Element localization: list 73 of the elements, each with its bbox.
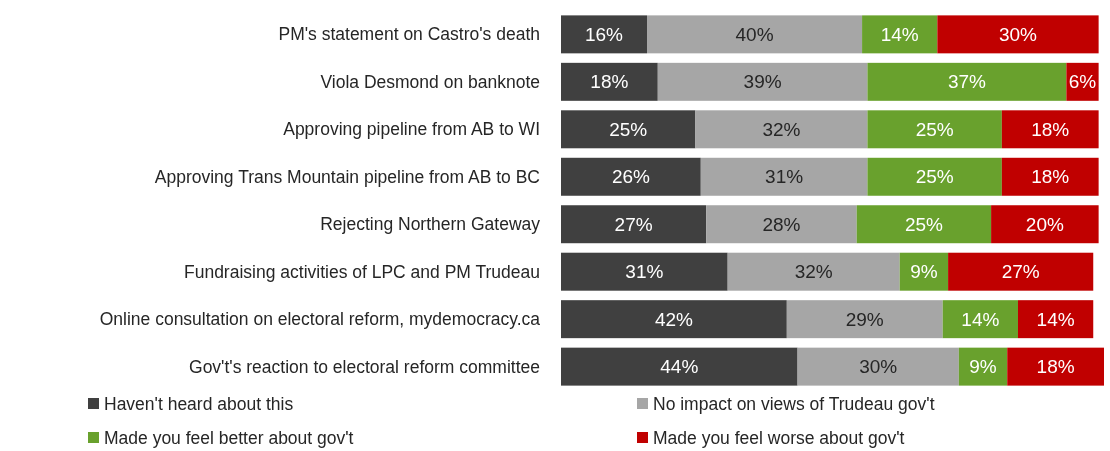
- data-label: 31%: [625, 261, 664, 283]
- data-label: 30%: [859, 356, 898, 378]
- bar: [561, 205, 707, 244]
- bar: [856, 205, 992, 244]
- data-label: 37%: [947, 71, 987, 93]
- data-label: 18%: [590, 71, 629, 93]
- bar: [1017, 300, 1094, 339]
- bar: [657, 62, 868, 101]
- bar: [561, 347, 798, 386]
- data-label: 18%: [1031, 166, 1070, 188]
- bar: [700, 157, 868, 196]
- y-tick-label: Approving Trans Mountain pipeline from AB to BC: [154, 166, 540, 187]
- data-label: 25%: [915, 118, 954, 140]
- bar: [647, 15, 863, 54]
- bar: [937, 15, 1099, 54]
- legend-label: No impact on views of Trudeau gov't: [653, 394, 935, 415]
- bar: [1001, 110, 1099, 149]
- bar: [1001, 157, 1099, 196]
- data-label: 29%: [845, 308, 884, 330]
- data-label: 28%: [762, 213, 801, 235]
- bar: [786, 300, 943, 339]
- legend-label: Made you feel better about gov't: [104, 428, 354, 449]
- y-tick-label: Rejecting Northern Gateway: [320, 214, 541, 235]
- bar: [862, 15, 938, 54]
- bar: [797, 347, 959, 386]
- bar: [942, 300, 1018, 339]
- bar: [948, 252, 1094, 291]
- data-label: 27%: [1001, 261, 1040, 283]
- bar: [727, 252, 900, 291]
- y-tick-label: Approving pipeline from AB to WI: [283, 119, 540, 140]
- y-tick-label: PM's statement on Castro's death: [278, 24, 540, 45]
- bar: [695, 110, 868, 149]
- bar: [561, 157, 701, 196]
- data-label: 9%: [910, 261, 938, 283]
- data-label: 42%: [654, 308, 694, 330]
- bar: [561, 252, 728, 291]
- data-label: 14%: [961, 308, 1000, 330]
- legend-label: Made you feel worse about gov't: [653, 428, 905, 449]
- data-label: 18%: [1036, 356, 1075, 378]
- bar: [867, 62, 1067, 101]
- data-label: 18%: [1031, 118, 1070, 140]
- data-label: 25%: [904, 213, 944, 235]
- data-label: 32%: [794, 261, 833, 283]
- data-label: 20%: [1025, 213, 1064, 235]
- y-tick-label: Gov't's reaction to electoral reform committee: [189, 356, 540, 377]
- data-label: 26%: [611, 166, 651, 188]
- bar: [561, 15, 648, 54]
- data-label: 32%: [762, 118, 801, 140]
- bar: [991, 205, 1099, 244]
- bar: [561, 110, 696, 149]
- legend-label: Haven't heard about this: [104, 394, 294, 415]
- bar: [561, 300, 787, 339]
- data-label: 6%: [1068, 71, 1097, 93]
- data-label: 27%: [614, 213, 653, 235]
- data-label: 25%: [609, 118, 648, 140]
- bar: [867, 110, 1002, 149]
- data-label: 25%: [915, 166, 954, 188]
- data-label: 14%: [880, 24, 919, 46]
- bar: [867, 157, 1002, 196]
- data-label: 30%: [998, 24, 1038, 46]
- bar: [561, 62, 658, 101]
- y-tick-label: Viola Desmond on banknote: [320, 71, 540, 92]
- data-label: 31%: [765, 166, 804, 188]
- data-label: 39%: [743, 71, 782, 93]
- bar: [706, 205, 857, 244]
- y-tick-label: Fundraising activities of LPC and PM Trudeau: [183, 261, 540, 282]
- data-label: 14%: [1036, 308, 1075, 330]
- data-label: 9%: [969, 356, 997, 378]
- y-tick-label: Online consultation on electoral reform, mydemocracy.ca: [99, 309, 541, 330]
- data-label: 16%: [584, 24, 624, 46]
- bar: [1007, 347, 1104, 386]
- data-label: 40%: [735, 24, 774, 46]
- data-label: 44%: [660, 356, 699, 378]
